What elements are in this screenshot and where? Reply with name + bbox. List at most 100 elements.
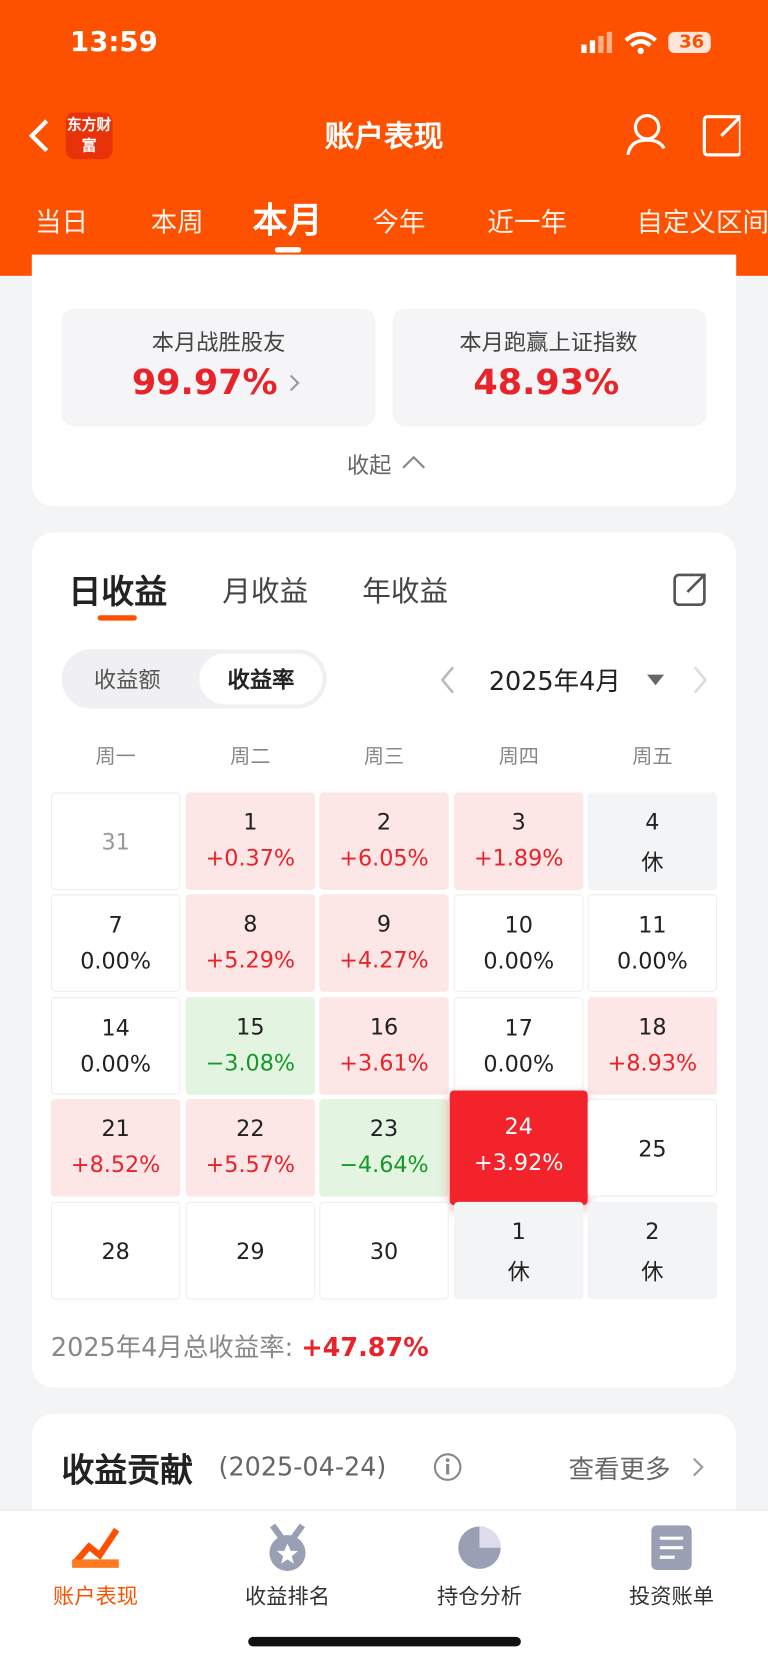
day-value: +3.61% — [339, 1050, 429, 1076]
chevron[interactable] — [289, 373, 302, 392]
income-underline — [97, 615, 137, 621]
day: 14 — [101, 1015, 130, 1041]
weekday: 周一 — [95, 745, 136, 769]
day-value: −3.08% — [205, 1050, 296, 1076]
nav-label[interactable]: 账户表现 — [53, 1583, 138, 1609]
info[interactable] — [433, 1452, 463, 1482]
battery: 36 — [679, 31, 705, 54]
stat-value: 99.97% — [131, 361, 278, 403]
toggle-option[interactable]: 收益率 — [227, 667, 295, 693]
toggle-option[interactable]: 收益额 — [93, 667, 161, 693]
day-cell[interactable]: 23 −4.64% — [319, 1098, 449, 1197]
day-cell[interactable]: 24 +3.92% — [449, 1090, 588, 1206]
nav-label[interactable]: 持仓分析 — [437, 1583, 522, 1609]
day-value: +4.27% — [339, 947, 429, 973]
day-cell[interactable]: 7 0.00% — [50, 894, 181, 992]
day: 29 — [236, 1239, 265, 1265]
day-value: 0.00% — [617, 948, 688, 974]
more[interactable]: 查看更多 — [568, 1454, 671, 1485]
day-cell[interactable]: 3 +1.89% — [454, 792, 584, 891]
day: 8 — [243, 911, 258, 937]
period-tab[interactable]: 近一年 — [487, 206, 568, 238]
day: 16 — [369, 1014, 399, 1040]
day: 2 — [376, 809, 392, 835]
back[interactable] — [23, 117, 55, 155]
day: 31 — [101, 829, 130, 856]
contribution-title: 收益贡献 — [61, 1451, 194, 1490]
day-cell[interactable]: 16 +3.61% — [319, 997, 449, 1095]
day: 4 — [645, 809, 660, 835]
day: 21 — [101, 1115, 130, 1142]
total-value: +47.87% — [301, 1332, 429, 1363]
day-value: +0.37% — [205, 845, 296, 871]
header-icons[interactable] — [624, 110, 741, 161]
period-tab[interactable]: 本月 — [252, 199, 323, 241]
day-cell[interactable]: 15 −3.08% — [185, 997, 316, 1095]
nav-label[interactable]: 投资账单 — [629, 1583, 714, 1609]
income-tab[interactable]: 月收益 — [222, 575, 309, 609]
status-time: 13:59 — [70, 26, 158, 59]
collapse[interactable]: 收起 — [346, 452, 392, 479]
day-value: 休 — [641, 849, 664, 876]
day: 15 — [236, 1014, 265, 1040]
nav-label[interactable]: 收益排名 — [245, 1583, 330, 1609]
day-cell[interactable]: 21 +8.52% — [50, 1098, 181, 1197]
day: 1 — [511, 1218, 526, 1245]
day-cell[interactable]: 10 0.00% — [454, 894, 584, 992]
period-tab[interactable]: 自定义区间 — [636, 206, 768, 238]
day: 30 — [369, 1239, 399, 1265]
day: 24 — [504, 1113, 533, 1140]
day-cell[interactable]: 2 +6.05% — [319, 792, 449, 891]
day-value: 休 — [641, 1259, 664, 1285]
share[interactable] — [673, 570, 709, 607]
day-cell[interactable]: 25 — [587, 1098, 718, 1197]
day: 25 — [638, 1136, 667, 1162]
day-value: 0.00% — [483, 1051, 555, 1077]
day-cell[interactable]: 29 — [185, 1201, 316, 1300]
day-value: +3.92% — [474, 1149, 564, 1176]
weekday: 周三 — [363, 745, 405, 769]
day-cell[interactable]: 11 0.00% — [587, 894, 718, 992]
month: 2025年4月 — [488, 666, 621, 697]
day-value: 休 — [507, 1259, 530, 1285]
tab-underline — [274, 247, 302, 253]
day-value: +5.29% — [205, 947, 296, 973]
contribution-date: (2025-04-24) — [218, 1452, 387, 1482]
day-value: 0.00% — [483, 948, 555, 974]
income-tab[interactable]: 年收益 — [362, 575, 449, 609]
day: 18 — [638, 1014, 667, 1040]
day-cell[interactable]: 8 +5.29% — [185, 894, 316, 992]
day: 1 — [243, 809, 258, 835]
day-cell[interactable]: 17 0.00% — [454, 997, 584, 1095]
day-value: −4.64% — [339, 1152, 429, 1178]
day-cell[interactable]: 31 — [50, 792, 181, 891]
period-tab[interactable]: 今年 — [372, 206, 426, 238]
day-cell[interactable]: 30 — [319, 1201, 449, 1300]
month-nav[interactable] — [437, 664, 713, 696]
chevron — [693, 1457, 704, 1477]
day-cell[interactable]: 22 +5.57% — [185, 1098, 316, 1197]
day-cell[interactable]: 1 +0.37% — [185, 792, 316, 891]
day-cell[interactable]: 28 — [50, 1201, 181, 1300]
day: 7 — [108, 912, 123, 938]
day-cell[interactable]: 9 +4.27% — [319, 894, 449, 992]
day-cell[interactable]: 18 +8.93% — [587, 997, 718, 1095]
day: 2 — [645, 1218, 660, 1245]
day-cell[interactable]: 14 0.00% — [50, 997, 181, 1095]
day-value: 0.00% — [80, 948, 152, 974]
weekday: 周五 — [632, 745, 673, 769]
stat-label: 本月跑赢上证指数 — [459, 329, 638, 356]
period-tab[interactable]: 本周 — [150, 206, 204, 238]
day-value: 0.00% — [80, 1051, 152, 1077]
logo: 东方财富 — [65, 112, 113, 160]
stat-box — [392, 308, 707, 427]
income-tab[interactable]: 日收益 — [68, 573, 168, 612]
period-tab[interactable]: 当日 — [34, 206, 89, 238]
home-indicator — [248, 1636, 521, 1647]
day: 9 — [376, 911, 392, 937]
total: 2025年4月总收益率: +47.87% — [51, 1327, 429, 1364]
